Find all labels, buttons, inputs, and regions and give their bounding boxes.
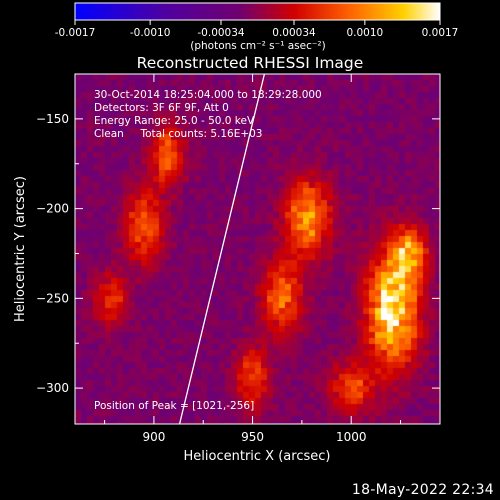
x-tick-label: 900	[142, 430, 165, 444]
heatmap-image	[75, 74, 440, 424]
annotation-clean: Clean Total counts: 5.16E+03	[94, 128, 263, 140]
x-tick-label: 950	[241, 430, 264, 444]
x-tick-label: 1000	[336, 430, 367, 444]
colorbar-units: (photons cm⁻² s⁻¹ asec⁻²)	[190, 40, 325, 52]
annotation-energy: Energy Range: 25.0 - 50.0 keV	[94, 115, 255, 127]
solar-limb-line	[178, 73, 266, 425]
chart-title: Reconstructed RHESSI Image	[137, 54, 364, 72]
colorbar-tick-label: -0.0017	[55, 27, 96, 39]
plot-overlay	[178, 73, 266, 425]
colorbar-tick-label: 0.0017	[422, 27, 459, 39]
y-tick-label: −250	[36, 291, 69, 305]
peak-position-label: Position of Peak = [1021,-256]	[94, 400, 254, 412]
x-axis-label: Heliocentric X (arcsec)	[184, 449, 331, 464]
colorbar-ticks: -0.0017 -0.0010 -0.00034 0.00034 0.0010 0.001…	[55, 20, 459, 39]
colorbar-tick-label: 0.0010	[346, 27, 383, 39]
axis-ticks: 900 950 1000 −150 −200 −250 −300	[36, 73, 440, 444]
footer-date: 18-May-2022 22:34	[351, 482, 494, 498]
colorbar	[74, 2, 441, 21]
colorbar-tick-label: 0.00034	[272, 27, 316, 39]
y-axis-label: Heliocentric Y (arcsec)	[13, 176, 28, 322]
y-tick-label: −200	[36, 202, 69, 216]
colorbar-tick-label: -0.0010	[130, 27, 171, 39]
annotation-time: 30-Oct-2014 18:25:04.000 to 18:29:28.000	[94, 89, 322, 101]
plot-frame	[74, 73, 441, 425]
y-tick-label: −150	[36, 112, 69, 126]
colorbar-tick-label: -0.00034	[197, 27, 245, 39]
annotation-detectors: Detectors: 3F 6F 9F, Att 0	[94, 102, 229, 114]
y-tick-label: −300	[36, 381, 69, 395]
